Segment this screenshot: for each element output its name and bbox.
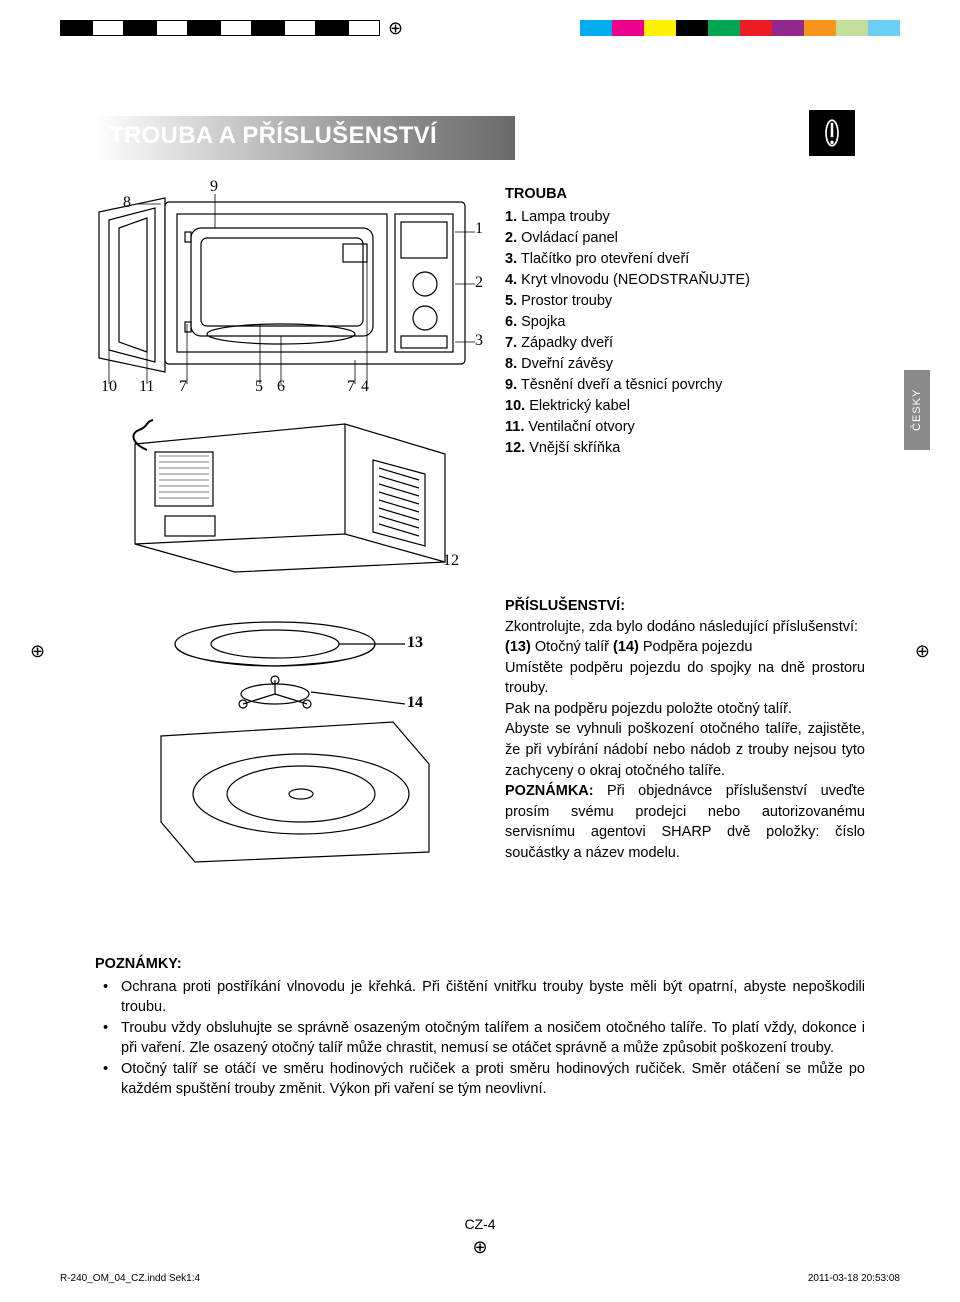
attention-icon (809, 110, 855, 156)
notes-item: Ochrana proti postříkání vlnovodu je kře… (95, 977, 865, 1018)
parts-item: 4. Kryt vlnovodu (NEODSTRAŇUJTE) (505, 270, 865, 291)
accessories-heading: PŘÍSLUŠENSTVÍ: (505, 596, 865, 617)
parts-item: 11. Ventilační otvory (505, 417, 865, 438)
parts-list: TROUBA 1. Lampa trouby2. Ovládací panel3… (505, 184, 865, 459)
parts-item: 10. Elektrický kabel (505, 396, 865, 417)
print-colorbar: ⊕ (60, 20, 900, 36)
parts-item: 3. Tlačítko pro otevření dveří (505, 249, 865, 270)
parts-item: 7. Západky dveří (505, 333, 865, 354)
accessories-text: PŘÍSLUŠENSTVÍ: Zkontrolujte, zda bylo do… (505, 596, 865, 864)
callout-12: 12 (443, 552, 459, 570)
notes-heading: POZNÁMKY: (95, 954, 865, 975)
accessories-note: POZNÁMKA: Při objednávce příslušenství u… (505, 781, 865, 863)
accessories-item-line: (13) Otočný talíř (14) Podpěra pojezdu (505, 637, 865, 658)
diagram-oven-front: 1 2 3 4 7 7 5 6 8 9 10 11 (95, 184, 485, 394)
notes-block: POZNÁMKY: Ochrana proti postříkání vlnov… (95, 954, 865, 1100)
accessories-intro: Zkontrolujte, zda bylo dodáno následujíc… (505, 617, 865, 638)
parts-heading: TROUBA (505, 184, 865, 205)
footer-file: R-240_OM_04_CZ.indd Sek1:4 (60, 1273, 200, 1284)
parts-item: 2. Ovládací panel (505, 228, 865, 249)
accessories-p2: Pak na podpěru pojezdu položte otočný ta… (505, 699, 865, 720)
footer-stamp: 2011-03-18 20:53:08 (808, 1273, 900, 1284)
parts-item: 1. Lampa trouby (505, 207, 865, 228)
callout-9: 9 (210, 178, 218, 196)
accessories-p1: Umístěte podpěru pojezdu do spojky na dn… (505, 658, 865, 699)
footer-meta: R-240_OM_04_CZ.indd Sek1:4 2011-03-18 20… (60, 1273, 900, 1284)
parts-item: 12. Vnější skříňka (505, 438, 865, 459)
notes-item: Otočný talíř se otáčí ve směru hodinovýc… (95, 1059, 865, 1100)
crop-mark-bottom: ⊕ (472, 1238, 487, 1256)
callout-2: 2 (475, 274, 483, 292)
callout-14: 14 (407, 694, 423, 712)
page-title: TROUBA A PŘÍSLUŠENSTVÍ (109, 122, 437, 150)
callout-8: 8 (123, 194, 131, 212)
crop-mark-top: ⊕ (388, 20, 403, 36)
accessories-p3: Abyste se vyhnuli poškození otočného tal… (505, 719, 865, 781)
callout-10: 10 (101, 378, 117, 396)
parts-item: 5. Prostor trouby (505, 291, 865, 312)
language-tab: ČESKY (904, 370, 930, 450)
page-number: CZ-4 (0, 1216, 960, 1232)
callout-1: 1 (475, 220, 483, 238)
crop-mark-right: ⊕ (915, 642, 930, 660)
section-header: TROUBA A PŘÍSLUŠENSTVÍ (95, 110, 855, 164)
callout-3: 3 (475, 332, 483, 350)
diagram-oven-rear: 12 (125, 394, 455, 574)
diagram-turntable: 13 14 (155, 604, 435, 864)
callout-13: 13 (407, 634, 423, 652)
parts-item: 6. Spojka (505, 312, 865, 333)
parts-item: 8. Dveřní závěsy (505, 354, 865, 375)
notes-item: Troubu vždy obsluhujte se správně osazen… (95, 1018, 865, 1059)
parts-item: 9. Těsnění dveří a těsnicí povrchy (505, 375, 865, 396)
crop-mark-left: ⊕ (30, 642, 45, 660)
